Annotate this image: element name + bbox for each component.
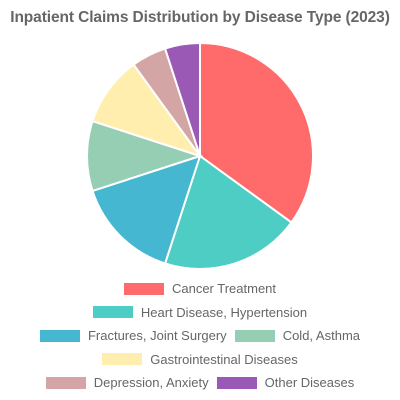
chart-legend: Cancer Treatment Heart Disease, Hypertens… — [0, 277, 400, 395]
legend-swatch — [45, 376, 86, 389]
legend-swatch — [216, 376, 257, 389]
legend-label: Gastrointestinal Diseases — [150, 351, 298, 367]
legend-item[interactable]: Other Diseases — [216, 375, 355, 391]
pie-slice-3[interactable] — [86, 119, 204, 193]
legend-swatch — [92, 306, 133, 319]
pie-slice-0[interactable] — [199, 41, 314, 224]
legend-row: Heart Disease, Hypertension — [0, 301, 400, 325]
legend-swatch — [39, 329, 80, 342]
legend-item[interactable]: Depression, Anxiety — [45, 375, 209, 391]
legend-swatch — [102, 353, 143, 366]
chart-title: Inpatient Claims Distribution by Disease… — [10, 9, 390, 26]
legend-label: Heart Disease, Hypertension — [140, 304, 308, 320]
legend-swatch — [123, 282, 164, 295]
legend-row: Fractures, Joint Surgery Cold, Asthma — [0, 324, 400, 348]
legend-row: Cancer Treatment — [0, 277, 400, 301]
legend-item[interactable]: Heart Disease, Hypertension — [92, 304, 308, 320]
legend-label: Cancer Treatment — [171, 281, 277, 297]
legend-label: Cold, Asthma — [282, 328, 361, 344]
pie-slice-6[interactable] — [163, 41, 201, 157]
legend-item[interactable]: Cancer Treatment — [123, 281, 277, 297]
legend-label: Depression, Anxiety — [93, 375, 209, 391]
legend-row: Depression, Anxiety Other Diseases — [0, 371, 400, 395]
legend-item[interactable]: Fractures, Joint Surgery — [39, 328, 227, 344]
pie-slice-4[interactable] — [91, 63, 203, 158]
pie-slice-1[interactable] — [163, 154, 293, 270]
legend-item[interactable]: Gastrointestinal Diseases — [102, 351, 298, 367]
legend-label: Fractures, Joint Surgery — [87, 328, 227, 344]
legend-label: Other Diseases — [264, 375, 355, 391]
legend-swatch — [234, 329, 275, 342]
legend-row: Gastrointestinal Diseases — [0, 348, 400, 372]
legend-item[interactable]: Cold, Asthma — [234, 328, 361, 344]
